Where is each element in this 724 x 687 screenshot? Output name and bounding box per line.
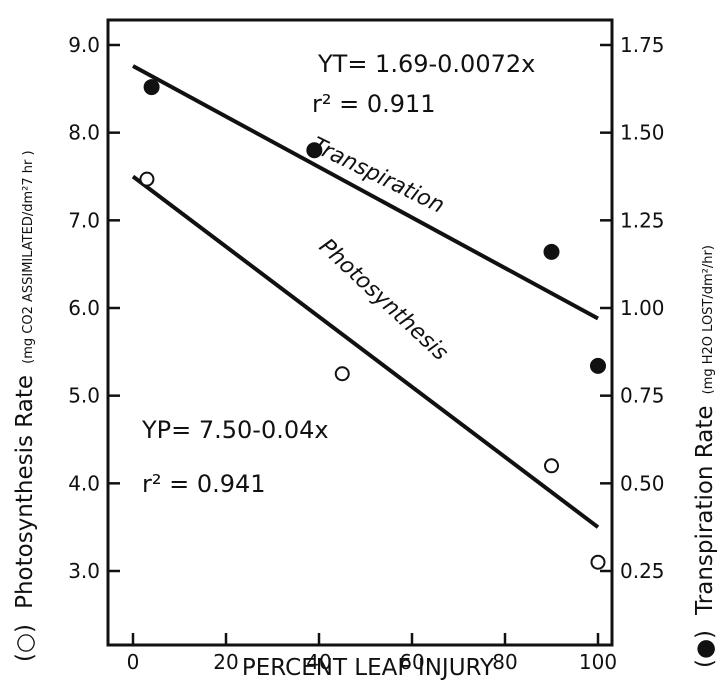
y-right-tick-label: 0.25 (620, 559, 665, 583)
transpiration-regression-line (132, 64, 599, 321)
y-left-unit: (mg CO2 ASSIMILATED/dm²7 hr ) (21, 150, 36, 363)
photosynthesis-regression-line (131, 174, 600, 529)
y-right-tick-label: 1.50 (620, 121, 665, 145)
y-left-label: Photosynthesis Rate (12, 375, 38, 609)
y-right-marker: (●) (692, 630, 718, 668)
plot-frame (106, 18, 614, 647)
photosynthesis-point (139, 171, 155, 187)
x-tick-label: 80 (492, 650, 517, 674)
transpiration-point (543, 243, 560, 260)
y-left-axis-ticks: 3.0 4.0 5.0 6.0 7.0 8.0 9.0 (68, 33, 120, 583)
transpiration-point (306, 142, 323, 159)
y-left-tick-label: 6.0 (68, 296, 100, 320)
y-left-tick-label: 9.0 (68, 33, 100, 57)
y-left-tick-label: 5.0 (68, 384, 100, 408)
y-right-unit: (mg H2O LOST/dm²/hr) (701, 245, 716, 394)
x-tick-label: 20 (213, 650, 238, 674)
x-tick-label: 40 (306, 650, 331, 674)
y-left-tick-label: 7.0 (68, 208, 100, 232)
y-right-tick-label: 0.50 (620, 471, 665, 495)
x-tick-label: 100 (579, 650, 617, 674)
y-right-tick-label: 1.75 (620, 33, 665, 57)
y-left-tick-label: 3.0 (68, 559, 100, 583)
photosynthesis-point (334, 366, 350, 382)
y-right-axis-ticks: 0.25 0.50 0.75 1.00 1.25 1.50 1.75 (600, 33, 665, 583)
transpiration-point (590, 357, 606, 374)
y-right-tick-label: 1.00 (620, 296, 665, 320)
photosynthesis-point (544, 458, 559, 474)
y-right-tick-label: 1.25 (620, 208, 665, 232)
transpiration-point (143, 79, 160, 96)
y-right-axis-title: (●) Transpiration Rate (mg H2O LOST/dm²/… (692, 245, 718, 668)
photosynthesis-equation: YP= 7.50-0.04x (141, 416, 329, 444)
y-left-tick-label: 4.0 (68, 471, 100, 495)
x-axis-ticks: 0 20 40 60 80 100 (127, 633, 617, 674)
y-left-axis-title: (○) Photosynthesis Rate (mg CO2 ASSIMILA… (12, 150, 38, 662)
transpiration-equation: YT= 1.69-0.0072x (317, 50, 535, 78)
transpiration-r2: r² = 0.911 (312, 90, 436, 118)
transpiration-curve-label: Transpiration (307, 133, 448, 219)
svg-text:(○) Photosynthesis Rate: (○) Photosynthesis Rate (mg CO2 ASSIMILA… (12, 150, 38, 662)
y-left-marker: (○) (12, 624, 38, 662)
y-left-tick-label: 8.0 (68, 121, 100, 145)
data-points (139, 79, 606, 570)
x-tick-label: 60 (399, 650, 424, 674)
x-tick-label: 0 (127, 650, 140, 674)
regression-lines (131, 64, 600, 529)
photosynthesis-curve-label: Photosynthesis (314, 234, 453, 366)
photosynthesis-point (590, 554, 606, 570)
y-right-tick-label: 0.75 (620, 384, 665, 408)
photosynthesis-r2: r² = 0.941 (142, 470, 266, 498)
svg-text:(●) Transpiration Rate: (●) Transpiration Rate (mg H2O LOST/dm²/… (692, 245, 718, 668)
y-right-label: Transpiration Rate (692, 405, 718, 615)
x-axis-title: PERCENT LEAF INJURY (242, 655, 495, 681)
